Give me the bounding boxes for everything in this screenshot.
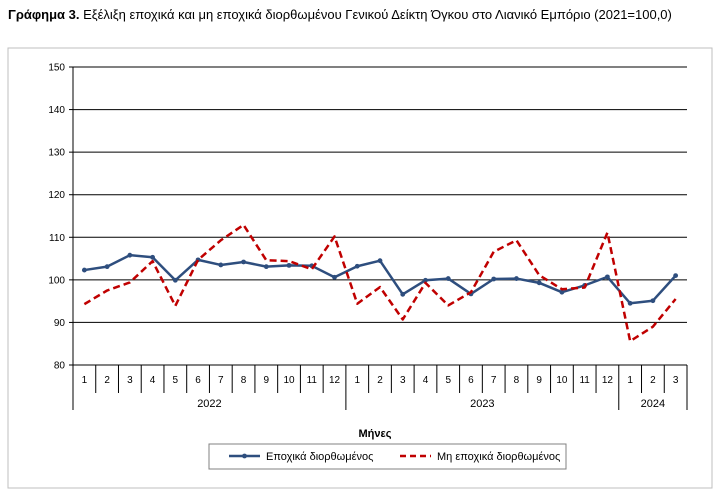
data-point-seasonally-adjusted-8 [241,259,246,265]
x-axis-ticks: 1 2 3 4 5 6 7 8 9 10 11 12 1 2 3 4 5 6 7 8 9 10 11 12 1 2 3 [72,365,688,393]
data-point-seasonally-adjusted-15 [400,291,406,297]
data-point-seasonally-adjusted-5 [172,277,178,283]
data-point-seasonally-adjusted-13 [354,263,360,269]
x-tick-label-14: 2 [377,375,383,386]
year-label-2023: 2023 [470,398,494,410]
x-tick-label-25: 1 [627,375,633,386]
y-tick-label-100: 100 [48,275,65,286]
x-tick-label-18: 6 [468,375,474,386]
data-point-seasonally-adjusted-10 [286,262,292,268]
series-line-not-seasonally-adjusted [83,223,677,343]
year-label-2022: 2022 [197,398,221,410]
data-point-seasonally-adjusted-24 [605,274,610,280]
y-tick-label-80: 80 [54,361,66,372]
series-group [81,223,679,343]
x-tick-label-2: 2 [104,375,110,386]
legend-label-not-seasonally-adjusted: Μη εποχικά διορθωμένος [437,451,560,463]
x-tick-label-9: 9 [264,375,270,386]
x-tick-label-15: 3 [400,375,406,386]
x-tick-label-19: 7 [491,375,497,386]
legend: Εποχικά διορθωμένος Μη εποχικά διορθωμέν… [208,443,567,470]
data-point-seasonally-adjusted-27 [673,273,679,278]
data-point-seasonally-adjusted-22 [559,289,565,295]
y-tick-label-140: 140 [48,105,65,116]
data-point-seasonally-adjusted-20 [514,276,519,281]
data-point-seasonally-adjusted-1 [81,267,87,273]
x-tick-label-7: 7 [218,375,224,386]
y-tick-label-110: 110 [49,233,65,244]
x-tick-label-26: 2 [650,375,656,386]
chart-title-text: Εξέλιξη εποχικά και μη εποχικά διορθωμέν… [83,7,672,22]
chart-title: Γράφημα 3. Εξέλιξη εποχικά και μη εποχικ… [8,7,672,22]
x-tick-label-22: 10 [556,375,568,386]
data-point-seasonally-adjusted-19 [491,276,497,282]
chart-title-prefix: Γράφημα 3. [8,7,80,22]
data-point-seasonally-adjusted-21 [536,280,542,286]
legend-label-seasonally-adjusted: Εποχικά διορθωμένος [266,451,373,463]
x-tick-label-24: 12 [602,375,614,386]
y-tick-label-90: 90 [54,318,66,329]
legend-box [208,443,567,470]
x-tick-label-27: 3 [673,375,679,386]
data-point-seasonally-adjusted-26 [650,298,656,304]
x-tick-label-1: 1 [82,375,88,386]
y-tick-label-120: 120 [48,190,65,201]
x-tick-label-20: 8 [514,375,520,386]
x-tick-label-4: 4 [150,375,156,386]
x-tick-label-13: 1 [354,375,360,386]
axes [72,67,687,366]
x-tick-label-3: 3 [127,375,133,386]
data-point-seasonally-adjusted-17 [445,276,451,281]
data-point-seasonally-adjusted-2 [104,264,110,270]
chart-outer-frame [7,47,713,489]
x-tick-label-21: 9 [536,375,542,386]
y-tick-label-150: 150 [48,63,65,74]
legend-marker-seasonally-adjusted [242,453,247,459]
y-tick-label-130: 130 [48,148,65,159]
x-tick-label-17: 5 [445,375,451,386]
x-tick-label-10: 10 [283,375,295,386]
x-tick-label-23: 11 [579,375,590,386]
year-label-2024: 2024 [641,398,665,410]
grid-lines [73,66,687,323]
data-point-seasonally-adjusted-3 [127,252,133,258]
data-point-seasonally-adjusted-9 [263,264,269,270]
x-tick-label-12: 12 [329,375,341,386]
x-tick-label-5: 5 [173,375,179,386]
data-point-seasonally-adjusted-7 [218,262,224,268]
data-point-seasonally-adjusted-12 [332,274,337,280]
x-tick-label-11: 11 [307,375,318,386]
x-tick-label-8: 8 [241,375,247,386]
year-labels: 2022 2023 2024 [72,393,688,410]
y-axis-ticks: 80 90 100 110 120 130 140 150 [48,63,73,372]
data-point-seasonally-adjusted-16 [423,277,428,283]
x-tick-label-16: 4 [423,375,429,386]
x-tick-label-6: 6 [195,375,201,386]
data-point-seasonally-adjusted-14 [377,258,383,264]
data-point-seasonally-adjusted-4 [150,254,155,260]
data-point-seasonally-adjusted-25 [627,300,633,306]
x-axis-label: Μήνες [359,428,392,440]
